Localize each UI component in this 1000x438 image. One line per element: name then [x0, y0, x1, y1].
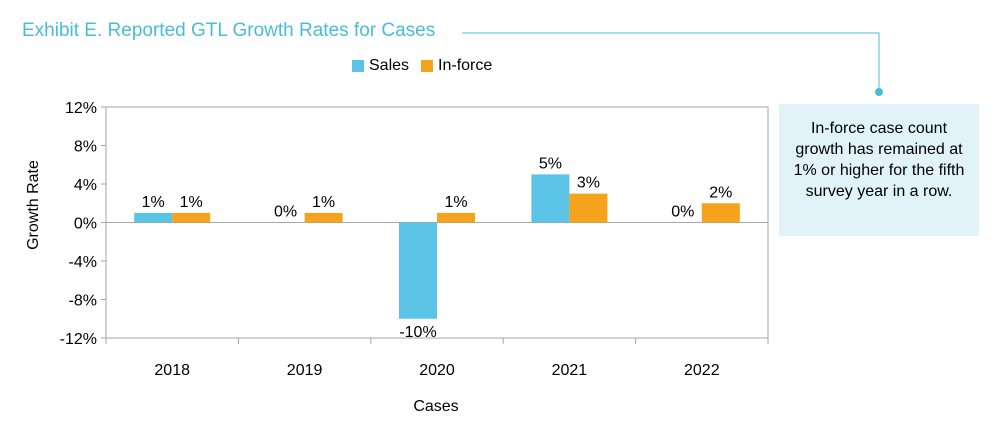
callout-text: In-force case count growth has remained …: [793, 120, 965, 200]
bar-inforce-2019: [304, 212, 343, 223]
x-tick-label: 2022: [684, 362, 720, 379]
y-tick-label: 12%: [65, 100, 97, 117]
legend-swatch-sales: [352, 60, 364, 72]
exhibit-title: Exhibit E. Reported GTL Growth Rates for…: [22, 20, 442, 42]
bar-inforce-2018: [172, 212, 211, 223]
x-tick-label: 2020: [419, 362, 455, 379]
data-label-sales-2019: 0%: [274, 204, 297, 221]
y-tick-label: 4%: [74, 177, 97, 194]
bar-inforce-2022: [701, 203, 740, 223]
x-tick-label: 2019: [287, 362, 323, 379]
data-label-inforce-2021: 3%: [577, 175, 600, 192]
data-label-sales-2018: 1%: [142, 194, 165, 211]
callout-leader-dot: [875, 88, 883, 96]
callout-box: In-force case count growth has remained …: [779, 104, 979, 236]
callout-leader-line: [462, 32, 880, 92]
legend-swatch-inforce: [421, 60, 434, 72]
legend-item-sales: Sales: [352, 57, 409, 75]
legend-item-inforce: In-force: [421, 57, 492, 75]
x-tick-label: 2018: [154, 362, 190, 379]
y-tick-label: -8%: [69, 293, 97, 310]
y-tick-label: -4%: [69, 254, 97, 271]
data-label-inforce-2019: 1%: [312, 194, 335, 211]
legend: Sales In-force: [352, 57, 504, 75]
data-label-inforce-2022: 2%: [709, 184, 732, 201]
data-label-sales-2022: 0%: [671, 204, 694, 221]
bar-inforce-2020: [437, 212, 475, 223]
y-tick-label: 0%: [74, 216, 97, 233]
x-axis-label: Cases: [413, 398, 458, 415]
bar-sales-2020: [399, 222, 437, 319]
y-axis-label: Growth Rate: [25, 160, 42, 250]
data-label-sales-2020: -10%: [399, 324, 436, 341]
bar-sales-2021: [531, 174, 570, 223]
data-label-sales-2021: 5%: [539, 155, 562, 172]
legend-label-sales: Sales: [369, 57, 410, 74]
data-label-inforce-2020: 1%: [444, 194, 467, 211]
bar-inforce-2021: [569, 193, 608, 223]
x-tick-label: 2021: [552, 362, 588, 379]
y-tick-label: 8%: [74, 139, 97, 156]
data-label-inforce-2018: 1%: [180, 194, 203, 211]
y-tick-label: -12%: [60, 331, 97, 348]
bar-sales-2018: [134, 212, 173, 223]
legend-label-inforce: In-force: [438, 57, 493, 74]
